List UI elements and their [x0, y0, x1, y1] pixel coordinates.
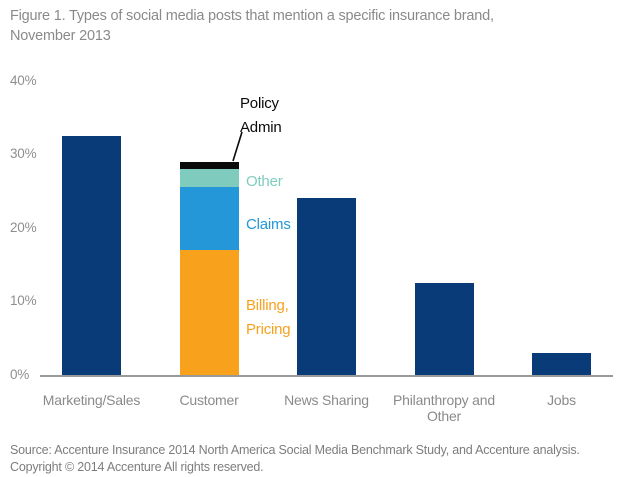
source-note: Source: Accenture Insurance 2014 North A…	[10, 442, 620, 475]
y-tick-40: 40%	[10, 72, 37, 88]
x-axis-line	[40, 375, 613, 377]
annotation-policy-admin: Policy Admin	[240, 92, 282, 140]
category-label-news-sharing: News Sharing	[284, 392, 369, 408]
bar-segment-philanthropy-and-other-philanthropy-and-other	[414, 283, 474, 375]
y-tick-30: 30%	[10, 146, 37, 162]
source-line: Source: Accenture Insurance 2014 North A…	[10, 443, 580, 457]
figure-title-line2: November 2013	[10, 28, 111, 44]
y-tick-20: 20%	[10, 219, 37, 235]
annotation-billing-line1: Billing,	[246, 297, 289, 314]
y-tick-10: 10%	[10, 293, 37, 309]
bar-segment-customer-policy-admin	[179, 161, 239, 169]
bar-segment-customer-other	[179, 168, 239, 188]
bar-segment-marketing-sales-marketing-sales	[62, 135, 121, 375]
copyright-line: Copyright © 2014 Accenture All rights re…	[10, 459, 264, 474]
annotation-claims: Claims	[246, 216, 291, 233]
annotation-other: Other	[246, 173, 283, 190]
annotation-billing-line2: Pricing	[246, 321, 291, 338]
category-label-jobs: Jobs	[547, 392, 576, 408]
bar-segment-news-sharing-news-sharing	[297, 198, 356, 375]
annotation-billing-pricing: Billing, Pricing	[246, 294, 291, 342]
category-label-customer: Customer	[179, 392, 239, 408]
category-label-marketing-sales: Marketing/Sales	[42, 392, 141, 408]
bar-segment-jobs-jobs	[532, 352, 591, 375]
bar-segment-customer-claims	[179, 187, 239, 250]
y-tick-0: 0%	[10, 367, 30, 382]
category-label-philanthropy-and-other: Philanthropy and Other	[393, 392, 495, 424]
annotation-policy-admin-line1: Policy	[240, 95, 279, 112]
figure-title-line1: Figure 1. Types of social media posts th…	[10, 8, 494, 24]
bar-segment-customer-billing-pricing	[179, 249, 239, 375]
policy-admin-leader-line-icon	[232, 131, 243, 162]
figure-title: Figure 1. Types of social media posts th…	[10, 6, 600, 46]
annotation-policy-admin-line2: Admin	[240, 119, 282, 136]
